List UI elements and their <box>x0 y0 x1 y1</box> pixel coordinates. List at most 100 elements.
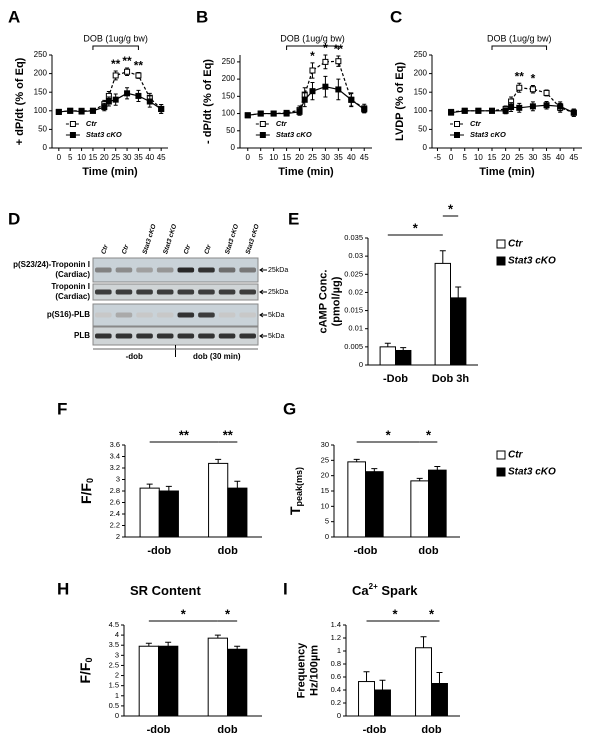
y-tick-label: 1.5 <box>109 681 119 690</box>
panel-letter: E <box>288 209 299 228</box>
data-point <box>124 68 131 75</box>
error-bar <box>234 645 241 650</box>
panel-letter: A <box>8 7 20 26</box>
blot-band <box>218 289 236 295</box>
blot-band <box>115 312 133 318</box>
bar <box>208 462 229 538</box>
y-tick-label: 3.6 <box>110 440 120 449</box>
row-label: PLB <box>74 331 90 340</box>
blot-band <box>115 333 133 339</box>
y-tick-label: 0.4 <box>331 685 341 694</box>
y-tick-label: 2.6 <box>110 497 120 506</box>
data-point <box>557 103 564 110</box>
data-point <box>89 107 96 114</box>
data-point <box>543 89 550 96</box>
row-label: Troponin I <box>51 282 90 291</box>
legend-marker <box>454 121 460 127</box>
significance: * <box>323 41 328 55</box>
marker-arrow <box>259 312 267 318</box>
legend-marker <box>454 132 460 138</box>
data-point <box>55 108 62 115</box>
legend-label: Stat3 cKO <box>86 130 122 139</box>
bar <box>139 487 160 538</box>
data-point <box>529 86 536 93</box>
blot-band <box>156 312 174 318</box>
y-tick-label: 0.02 <box>348 287 363 296</box>
y-axis-label: F/F0 <box>78 478 96 504</box>
y-tick-label: 100 <box>34 106 48 115</box>
y-tick-label: 2.8 <box>110 486 120 495</box>
x-tick-label: -dob <box>147 724 171 736</box>
x-tick-label: dob <box>421 724 441 736</box>
legend-label: Ctr <box>86 119 98 128</box>
row-label: (Cardiac) <box>55 270 90 279</box>
y-axis-label: Frequency <box>295 642 307 699</box>
data-point <box>475 107 482 114</box>
x-tick-label: -dob <box>354 545 378 557</box>
panel-letter: I <box>283 579 288 598</box>
data-point <box>361 106 368 113</box>
y-axis-label: - dP/dt (% of Eq) <box>202 59 214 144</box>
x-tick-label: 20 <box>100 153 109 162</box>
blot-band <box>198 267 215 273</box>
blot-membrane <box>92 283 259 301</box>
data-point <box>146 98 153 105</box>
x-tick-label: 40 <box>145 153 154 162</box>
y-tick-label: 3 <box>115 650 119 659</box>
panel-letter: G <box>283 399 296 418</box>
blot-band <box>177 333 195 339</box>
y-tick-label: 200 <box>222 74 236 83</box>
legend-label: Stat3 cKO <box>470 130 506 139</box>
y-tick-label: 2.5 <box>109 660 119 669</box>
significance: * <box>392 606 398 621</box>
data-point <box>78 108 85 115</box>
y-tick-label: 150 <box>222 91 236 100</box>
x-axis-label: Time (min) <box>278 166 334 178</box>
x-tick-label: 25 <box>111 153 120 162</box>
y-axis-label: cAMP Conc. <box>317 270 329 334</box>
x-tick-label: 40 <box>347 153 356 162</box>
data-point <box>570 109 577 116</box>
y-tick-label: 10 <box>321 501 329 510</box>
legend-label: Ctr <box>508 450 524 461</box>
blot-band <box>95 289 112 295</box>
blot-band <box>239 333 256 339</box>
error-bar <box>439 250 446 264</box>
y-axis-label: Hz/100µm <box>308 645 320 696</box>
data-point <box>543 102 550 109</box>
bar <box>410 480 429 538</box>
data-point <box>448 109 455 116</box>
y-tick-label: 5 <box>325 517 329 526</box>
blot-band <box>156 333 174 339</box>
blot-band <box>177 312 195 318</box>
legend-marker <box>496 450 506 460</box>
y-axis-label-sub: peak(ms) <box>294 467 304 507</box>
y-tick-label: 1 <box>337 646 341 655</box>
error-bar <box>455 286 462 298</box>
blot-band <box>136 312 153 318</box>
data-point <box>67 107 74 114</box>
blot-band <box>156 267 174 273</box>
x-tick-label: -dob <box>363 724 387 736</box>
y-tick-label: 250 <box>222 57 236 66</box>
data-point <box>158 105 165 112</box>
bar <box>395 349 412 366</box>
bar <box>415 647 433 717</box>
data-point <box>516 84 523 91</box>
data-point <box>508 104 515 111</box>
x-tick-label: 5 <box>68 153 73 162</box>
annotation-bracket <box>92 45 139 50</box>
bar <box>365 471 384 538</box>
error-bar <box>436 671 443 684</box>
bar <box>428 469 447 538</box>
blot-membrane <box>92 303 259 327</box>
y-tick-label: 150 <box>34 87 48 96</box>
blot-band <box>239 312 256 318</box>
legend-label: Ctr <box>470 119 482 128</box>
significance: ** <box>179 427 190 442</box>
bar <box>450 297 467 366</box>
x-tick-label: 10 <box>77 153 86 162</box>
data-point <box>461 107 468 114</box>
data-point <box>135 72 142 79</box>
